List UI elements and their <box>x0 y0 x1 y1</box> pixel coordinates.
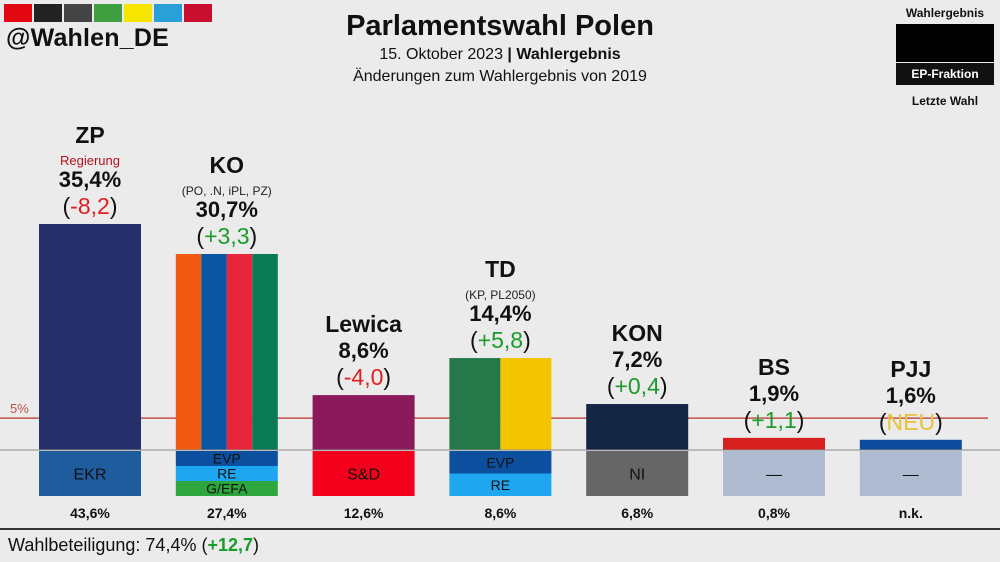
bar-kon-segment <box>586 404 689 450</box>
account-handle: @Wahlen_DE <box>6 24 169 52</box>
brand-color-stripes <box>4 4 212 22</box>
value-label: 8,6% <box>339 338 389 363</box>
brand-stripe <box>124 4 152 22</box>
bar-lewica-segment <box>312 395 415 450</box>
bar-chart: 5%EKR43,6%(-8,2)35,4%RegierungZPEVPREG/E… <box>0 122 1000 521</box>
party-name: KO <box>210 152 245 178</box>
legend-ep-label: EP-Fraktion <box>896 63 994 85</box>
change-label: (-4,0) <box>336 364 391 390</box>
change-label: (NEU) <box>879 409 943 435</box>
previous-result: 27,4% <box>207 505 247 521</box>
ep-group-label: — <box>903 467 919 484</box>
chart-subtitle: 15. Oktober 2023 | Wahlergebnis <box>0 46 1000 64</box>
bar-pjj-segment <box>859 439 962 450</box>
election-date: 15. Oktober 2023 <box>379 46 503 63</box>
previous-result: n.k. <box>899 505 923 521</box>
turnout-info: Wahlbeteiligung: 74,4% (+12,7) <box>8 535 259 556</box>
party-name: KON <box>612 320 663 346</box>
bar-ko-segment <box>175 254 202 450</box>
brand-stripe <box>64 4 92 22</box>
legend-result-swatch <box>896 24 994 62</box>
coalition-members: (PO, .N, iPL, PZ) <box>182 184 272 198</box>
party-name: BS <box>758 354 790 380</box>
bar-ko-segment <box>201 254 227 450</box>
change-label: (-8,2) <box>63 193 118 219</box>
party-name: PJJ <box>890 356 931 382</box>
party-name: ZP <box>75 122 104 148</box>
ep-group-label: RE <box>491 477 510 493</box>
change-label: (+0,4) <box>607 373 668 399</box>
chart-subtitle-changes: Änderungen zum Wahlergebnis von 2019 <box>353 68 647 85</box>
bar-td-segment <box>449 358 501 450</box>
result-label: Wahlergebnis <box>516 46 621 63</box>
bar-ko-segment <box>252 254 278 450</box>
bar-td-segment <box>500 358 552 450</box>
ep-group-block <box>175 466 278 481</box>
value-label: 35,4% <box>59 167 121 192</box>
government-note: Regierung <box>60 153 120 168</box>
value-label: 7,2% <box>612 347 662 372</box>
legend-previous-label: Letzte Wahl <box>911 94 979 108</box>
previous-result: 0,8% <box>758 505 790 521</box>
turnout-label: Wahlbeteiligung: 74,4% ( <box>8 535 208 555</box>
subtitle-separator: | <box>507 46 512 63</box>
coalition-members: (KP, PL2050) <box>465 288 536 302</box>
footer-divider <box>0 528 1000 530</box>
ep-group-block <box>175 481 278 496</box>
previous-result: 43,6% <box>70 505 110 521</box>
legend-result-label: Wahlergebnis <box>905 6 985 20</box>
ep-group-label: NI <box>629 467 645 484</box>
ep-group-block <box>586 451 689 496</box>
value-label: 30,7% <box>196 197 258 222</box>
ep-group-label: EVP <box>486 454 514 470</box>
chart-title: Parlamentswahl Polen <box>346 10 654 42</box>
change-label: (+1,1) <box>744 407 805 433</box>
ep-group-label: RE <box>217 466 236 482</box>
party-name: TD <box>485 256 516 282</box>
brand-stripe <box>184 4 212 22</box>
ep-group-label: — <box>766 467 782 484</box>
ep-group-block <box>175 451 278 466</box>
ep-group-label: S&D <box>347 467 380 484</box>
previous-result: 12,6% <box>344 505 384 521</box>
bar-ko-segment <box>226 254 253 450</box>
ep-group-label: EKR <box>74 467 107 484</box>
value-label: 1,9% <box>749 381 799 406</box>
threshold-label: 5% <box>10 401 29 416</box>
previous-result: 8,6% <box>484 505 516 521</box>
turnout-close: ) <box>253 535 259 555</box>
ep-group-label: EVP <box>213 451 241 467</box>
previous-result: 6,8% <box>621 505 653 521</box>
brand-stripe <box>94 4 122 22</box>
ep-group-label: G/EFA <box>206 481 248 497</box>
ep-group-block <box>449 451 552 474</box>
change-label: (+5,8) <box>470 327 531 353</box>
value-label: 14,4% <box>469 301 531 326</box>
ep-group-block <box>859 451 962 496</box>
ep-group-block <box>449 473 552 496</box>
bar-zp-segment <box>39 224 141 450</box>
ep-group-block <box>39 451 141 496</box>
turnout-change: +12,7 <box>207 535 253 555</box>
brand-stripe <box>154 4 182 22</box>
change-label: (+3,3) <box>196 223 257 249</box>
bar-bs-segment <box>723 437 825 450</box>
ep-group-block <box>312 451 415 496</box>
value-label: 1,6% <box>886 383 936 408</box>
party-name: Lewica <box>325 311 402 337</box>
brand-stripe <box>34 4 62 22</box>
brand-stripe <box>4 4 32 22</box>
ep-group-block <box>723 451 825 496</box>
